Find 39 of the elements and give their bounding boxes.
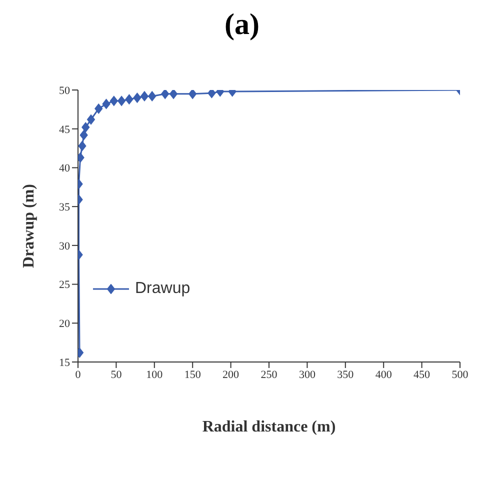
y-tick-label: 30: [59, 240, 70, 252]
x-tick-label: 150: [184, 368, 202, 381]
x-tick-label: 300: [298, 368, 316, 381]
y-axis-title: Drawup (m): [20, 184, 38, 268]
x-tick-label: 350: [337, 368, 354, 381]
point: [102, 98, 110, 109]
x-tick-label: 200: [222, 368, 240, 381]
x-tick-label: 250: [260, 368, 278, 381]
legend-label: Drawup: [135, 280, 190, 298]
y-tick-label: 35: [59, 201, 70, 214]
x-tick-label: 500: [452, 368, 469, 381]
x-tick-label: 400: [375, 368, 392, 381]
x-tick-label: 0: [75, 368, 82, 381]
point: [110, 96, 118, 106]
point: [140, 91, 148, 102]
chart-title: (a): [224, 8, 260, 42]
point: [148, 91, 156, 102]
y-tick-label: 40: [59, 162, 70, 175]
y-tick-label: 50: [59, 84, 70, 97]
x-tick-label: 450: [414, 368, 431, 381]
point: [170, 90, 178, 99]
x-tick-label: 50: [110, 368, 122, 381]
point: [82, 122, 90, 132]
point: [94, 104, 103, 114]
x-axis-title: Radial distance (m): [202, 418, 336, 436]
point: [161, 90, 170, 99]
y-tick-label: 45: [59, 124, 70, 136]
point: [133, 92, 142, 103]
point: [188, 90, 197, 99]
y-tick-label: 25: [59, 279, 70, 292]
point: [86, 114, 95, 125]
x-tick-label: 100: [146, 368, 164, 381]
point: [80, 130, 88, 140]
point: [118, 96, 126, 106]
y-tick-label: 20: [59, 318, 70, 330]
point: [125, 94, 134, 104]
point: [78, 140, 86, 151]
y-tick-label: 15: [59, 356, 70, 369]
point: [208, 90, 216, 98]
